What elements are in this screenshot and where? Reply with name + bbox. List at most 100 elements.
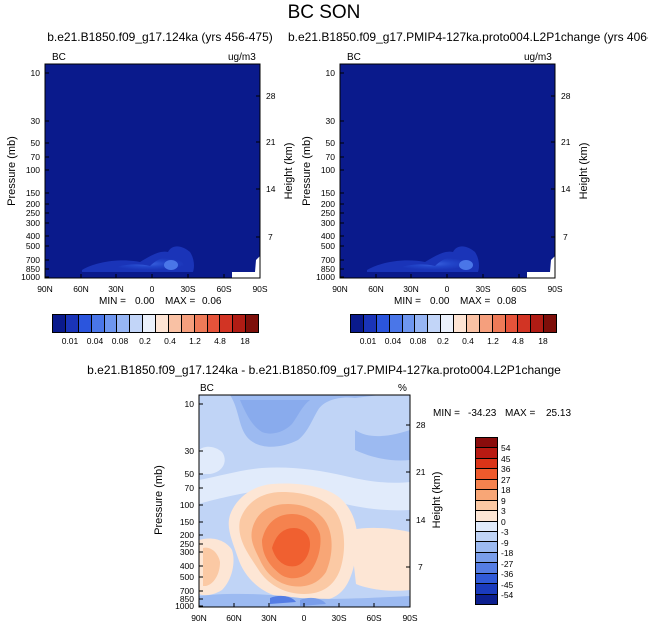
panel-3-ytick: 150 <box>179 517 194 527</box>
colorbar-swatch <box>376 315 390 332</box>
panel-1-xtick: 60N <box>73 284 89 294</box>
panel-3-min-value: -34.23 <box>468 408 497 419</box>
panel-2-contour-inner <box>395 257 471 270</box>
panel-3-colorbar-label: -54 <box>501 590 514 600</box>
panel-3-variable-label: BC <box>200 383 214 394</box>
panel-3-colorbar-label: -36 <box>501 569 514 579</box>
colorbar-swatch <box>476 594 497 604</box>
panel-1-colorbar-label: 18 <box>240 336 250 346</box>
colorbar-swatch <box>505 315 519 332</box>
panel-2-units-label: ug/m3 <box>524 52 552 63</box>
panel-3-max-value: 25.13 <box>546 408 572 419</box>
panel-3-colorbar-label: -3 <box>501 527 509 537</box>
panel-3-xtick: 0 <box>301 613 307 623</box>
panel-3-ytick: 300 <box>179 547 194 557</box>
panel-2-ytick: 30 <box>325 116 335 126</box>
panel-2-xtick: 30S <box>475 284 491 294</box>
panel-3-ylabel: Pressure (mb) <box>153 465 165 535</box>
panel-1-colorbar-label: 0.2 <box>139 336 151 346</box>
panel-2-ytick: 50 <box>325 138 335 148</box>
panel-3-colorbar-label: 27 <box>501 475 511 485</box>
panel-2-colorbar-label: 0.08 <box>409 336 427 346</box>
colorbar-swatch <box>518 315 532 332</box>
panel-3-ytick: 10 <box>184 399 194 409</box>
panel-3-colorbar <box>475 437 498 605</box>
colorbar-swatch <box>476 479 497 491</box>
panel-2-contour-core <box>459 260 473 270</box>
panel-2-xtick: 60S <box>511 284 527 294</box>
colorbar-swatch <box>476 438 497 449</box>
panel-2-yright-tick: 28 <box>561 91 571 101</box>
panel-3-field <box>199 395 410 607</box>
panel-3-xtick: 60S <box>366 613 382 623</box>
colorbar-swatch <box>476 584 497 595</box>
panel-2-field <box>340 64 555 278</box>
panel-1-yright-tick: 21 <box>266 137 276 147</box>
panel-3-min-label: MIN = <box>433 408 460 419</box>
colorbar-swatch <box>143 315 156 332</box>
figure-title: BC SON <box>287 2 361 23</box>
colorbar-swatch <box>78 315 92 332</box>
panel-1-yright-tick: 7 <box>268 232 273 242</box>
panel-2-ytick: 100 <box>320 165 335 175</box>
panel-1-xtick: 0 <box>149 284 155 294</box>
panel-1-ytick: 10 <box>30 68 40 78</box>
panel-1-y-ticks <box>45 72 260 278</box>
panel-3-ytick: 100 <box>179 500 194 510</box>
panel-3-ytick: 50 <box>184 469 194 479</box>
panel-3-yright-tick: 14 <box>416 515 426 525</box>
panel-3-title: b.e21.B1850.f09_g17.124ka - b.e21.B1850.… <box>87 363 561 377</box>
colorbar-swatch <box>194 315 208 332</box>
panel-1-units-label: ug/m3 <box>228 52 256 63</box>
panel-1-ytick: 50 <box>30 138 40 148</box>
panel-2-min-value: 0.00 <box>430 296 450 307</box>
panel-3-colorbar-label: 45 <box>501 454 511 464</box>
panel-3-colorbar-label: -27 <box>501 559 514 569</box>
panel-1-xtick: 30S <box>180 284 196 294</box>
colorbar-swatch <box>65 315 79 332</box>
panel-1-colorbar-label: 0.01 <box>61 336 79 346</box>
colorbar-swatch <box>207 315 221 332</box>
panel-3-ytick: 700 <box>179 586 194 596</box>
colorbar-swatch <box>476 448 497 459</box>
colorbar-swatch <box>476 521 497 532</box>
panel-1-contour-core <box>164 260 178 270</box>
panel-2-ytick: 400 <box>320 231 335 241</box>
panel-2-ytick: 150 <box>320 188 335 198</box>
panel-1-ytick: 300 <box>25 218 40 228</box>
colorbar-swatch <box>476 563 497 574</box>
panel-1-ytick: 150 <box>25 188 40 198</box>
panel-2-colorbar-label: 0.04 <box>384 336 402 346</box>
colorbar-swatch <box>544 315 556 332</box>
panel-3-ytick: 500 <box>179 572 194 582</box>
panel-1-xtick: 90N <box>37 284 53 294</box>
panel-2-colorbar-label: 4.8 <box>512 336 524 346</box>
panel-2-xtick: 90N <box>332 284 348 294</box>
panel-2-xtick: 30N <box>403 284 419 294</box>
panel-1-xtick: 90S <box>252 284 268 294</box>
panel-3-colorbar-label: 54 <box>501 443 511 453</box>
panel-2-y-ticks <box>340 72 555 278</box>
panel-2-topography <box>527 256 555 278</box>
colorbar-swatch <box>479 315 493 332</box>
panel-1-max-label: MAX = <box>165 296 196 307</box>
colorbar-swatch <box>492 315 506 332</box>
panel-2-colorbar <box>350 314 557 333</box>
panel-2-yright-tick: 7 <box>563 232 568 242</box>
colorbar-swatch <box>351 315 364 332</box>
panel-1-ytick: 850 <box>25 264 40 274</box>
colorbar-swatch <box>466 315 480 332</box>
panel-3-ytick: 30 <box>184 446 194 456</box>
colorbar-swatch <box>441 315 454 332</box>
panel-3-ytick: 70 <box>184 483 194 493</box>
colorbar-swatch <box>476 531 497 543</box>
colorbar-swatch <box>402 315 416 332</box>
panel-2-ytick: 70 <box>325 152 335 162</box>
panel-3-colorbar-label: 18 <box>501 485 511 495</box>
panel-3-x-ticks <box>198 603 411 607</box>
colorbar-swatch <box>476 490 497 501</box>
colorbar-swatch <box>428 315 442 332</box>
colorbar-swatch <box>476 573 497 585</box>
panel-3-colorbar-label: -45 <box>501 580 514 590</box>
